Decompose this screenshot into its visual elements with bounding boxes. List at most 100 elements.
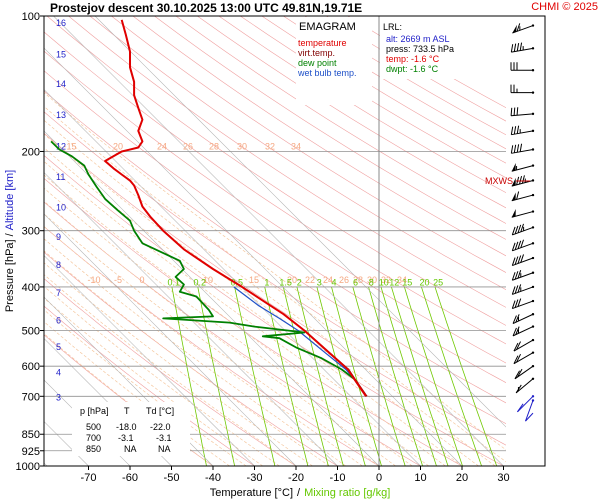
wind-barb-flag — [513, 355, 519, 364]
adiabat-labels: -15 20 24 26 28 30 32 34 -10 -5 0 10 15 20 22 24 26 28 30 3… — [63, 141, 407, 284]
adiabat-label: 26 — [183, 141, 193, 151]
lrl-alt: alt: 2669 m ASL — [386, 34, 450, 44]
moist-adiabat — [44, 119, 496, 466]
wind-barb-station — [531, 164, 535, 167]
x-tick-label: 10 — [414, 472, 426, 484]
altitude-label: 11 — [56, 172, 65, 182]
altitude-label: 7 — [56, 288, 61, 298]
wind-barb-flag — [517, 284, 522, 293]
isotherm — [44, 213, 297, 466]
adiabat-label: 24 — [157, 141, 167, 151]
y-tick-label: 925 — [22, 446, 40, 458]
isotherm-lines — [44, 16, 545, 466]
wind-barb — [510, 42, 535, 53]
moist-adiabat — [44, 187, 413, 466]
adiabat-label: 30 — [237, 141, 247, 151]
wind-barb-staff — [511, 130, 534, 136]
isotherm — [44, 338, 172, 466]
wind-barb-station — [531, 377, 535, 380]
mixing-ratio-label: 12 — [389, 278, 399, 288]
moist-adiabat — [44, 225, 363, 466]
wind-barb-staff — [512, 272, 534, 281]
mixing-ratio-label: 10 — [379, 278, 389, 288]
wind-barb-flag — [510, 126, 514, 135]
wind-barb — [511, 284, 535, 295]
wind-barb-flag — [511, 242, 516, 252]
wind-barb — [511, 223, 535, 236]
altitude-label: 15 — [56, 49, 66, 59]
moist-adiabat — [44, 174, 430, 466]
wind-barb-staff — [512, 257, 534, 267]
wind-barb — [517, 395, 535, 413]
wind-barb-station — [531, 299, 535, 303]
isotherm — [44, 89, 421, 466]
wind-barb-flag — [517, 403, 524, 413]
table-row-1-t: -18.0 — [116, 422, 137, 432]
adiabat-label: 20 — [287, 275, 297, 285]
mixing-ratio-label: 3 — [317, 278, 322, 288]
y-tick-label: 200 — [22, 147, 40, 159]
adiabat-label: 28 — [353, 275, 363, 285]
wind-barb-flag — [525, 412, 534, 422]
wind-barb-flag — [513, 144, 517, 153]
wind-barb-pennant — [511, 177, 516, 187]
series-temperature — [104, 19, 367, 397]
wind-barb-flag — [520, 239, 524, 248]
wind-barb — [525, 399, 535, 422]
wind-barb — [511, 298, 535, 310]
dry-adiabat — [44, 50, 545, 385]
wind-barb-staff — [511, 211, 534, 218]
x-axis-label-temp: Temperature [°C] — [210, 487, 293, 499]
dry-adiabat — [111, 16, 545, 294]
svg-text:Pressure [hPa]/Altitude [km]: Pressure [hPa] /Altitude [km] — [4, 170, 16, 312]
wind-barb-flag — [511, 300, 516, 309]
altitude-label: 12 — [56, 142, 66, 152]
wind-barb-flag — [516, 341, 521, 350]
wind-barb-staff — [512, 25, 534, 34]
wind-barb-flag — [515, 314, 520, 323]
wind-barb-staff — [512, 242, 534, 252]
x-tick-label: -30 — [247, 472, 263, 484]
wind-barb — [510, 125, 535, 136]
wind-barb-flag — [510, 107, 513, 116]
legend-dew-point: dew point — [298, 58, 337, 68]
wind-barb-flag — [517, 368, 523, 378]
dry-adiabat — [154, 16, 545, 261]
y-axis-label-altitude: Altitude [km] — [4, 170, 16, 231]
dry-adiabat — [89, 16, 545, 311]
wind-barb-flag — [514, 370, 521, 380]
x-tick-label: -40 — [205, 472, 221, 484]
wind-barb-station — [531, 338, 535, 342]
wind-barb-station — [531, 24, 535, 27]
wind-barb-flag — [516, 144, 520, 153]
wind-barbs — [510, 23, 535, 422]
wind-barb — [512, 23, 535, 34]
table-row-3-p: 850 — [86, 444, 101, 454]
adiabat-label: 26 — [339, 275, 349, 285]
wind-barb-station — [531, 47, 535, 50]
wind-barb-staff — [525, 400, 534, 422]
adiabat-label: 20 — [113, 141, 123, 151]
altitude-label: 6 — [56, 315, 61, 325]
wind-barb-flag — [510, 145, 514, 154]
legend-title: EMAGRAM — [299, 21, 356, 33]
wind-barb-flag — [511, 272, 516, 281]
wind-barb-flag — [510, 44, 514, 53]
isotherm — [44, 172, 338, 466]
wind-barb — [514, 364, 535, 380]
moist-adiabat — [44, 213, 380, 466]
wind-barb — [510, 84, 535, 94]
wind-barb-station — [531, 256, 535, 260]
wind-barb — [515, 377, 535, 394]
wind-barb-station — [531, 313, 535, 316]
wind-barb-flag — [521, 175, 525, 184]
wind-barb-flag — [514, 225, 519, 235]
wind-barb-flag — [516, 107, 519, 116]
wind-barb-flag — [514, 299, 519, 308]
wind-barb — [511, 191, 535, 202]
wind-barb-flag — [516, 23, 521, 32]
wind-barb-flag — [517, 298, 522, 307]
mixing-ratio-label: 1.5 — [279, 278, 292, 288]
wind-barb-station — [531, 179, 535, 182]
y-tick-label: 850 — [22, 429, 40, 441]
